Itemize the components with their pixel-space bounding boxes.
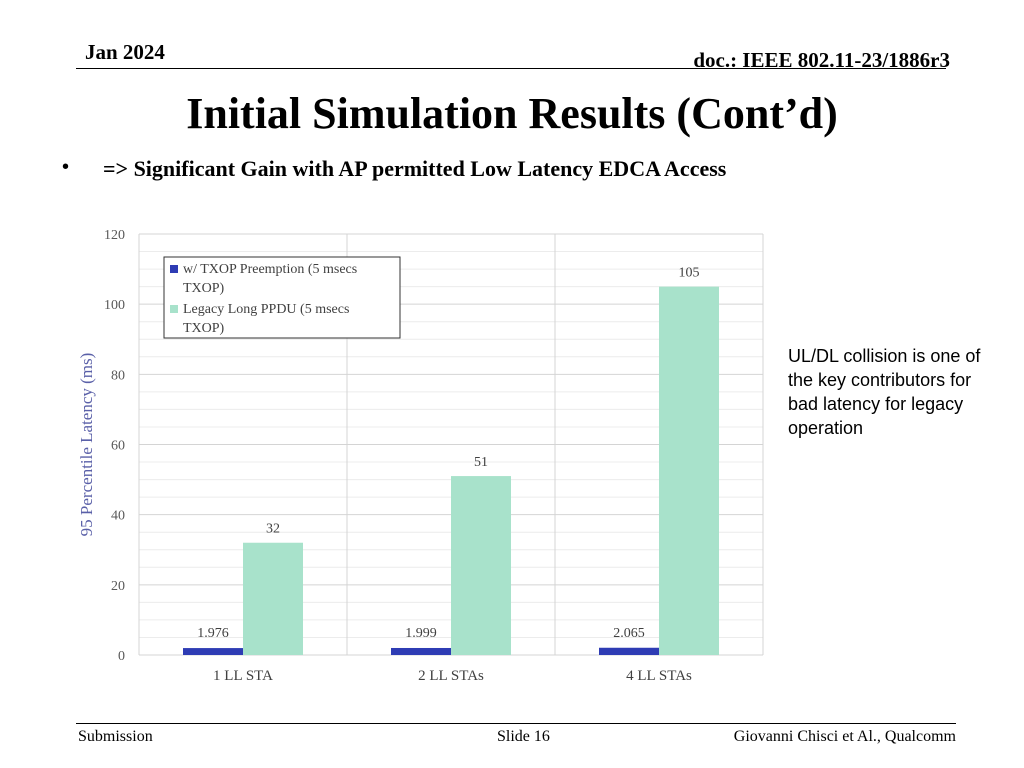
legend-entry-series-1: w/ TXOP Preemption (5 msecs [183,262,357,277]
bar-series-2 [243,542,303,655]
footer-slide-number: Slide 16 [497,728,550,745]
chart-legend: w/ TXOP Preemption (5 msecs TXOP) Legacy L… [163,256,401,339]
data-label: 1.999 [405,626,437,641]
chart-bars [183,286,719,655]
x-tick-label: 4 LL STAs [626,668,692,684]
bullet-text: => Significant Gain with AP permitted Lo… [103,156,727,181]
y-tick-label: 120 [104,228,125,243]
data-label: 32 [266,522,280,537]
legend-swatch-series-2 [170,305,178,313]
header-date: Jan 2024 [85,40,165,64]
bar-series-1 [391,647,451,655]
footer-submission: Submission [78,728,153,745]
y-tick-label: 60 [111,439,125,454]
bar-series-2 [451,476,511,655]
bar-series-1 [599,647,659,655]
data-label: 2.065 [613,626,645,641]
footer-author: Giovanni Chisci et Al., Qualcomm [733,728,956,745]
y-tick-label: 0 [118,649,125,664]
bar-series-1 [183,648,243,655]
footer-divider [76,723,956,724]
y-tick-label: 20 [111,579,125,594]
x-tick-label: 1 LL STA [213,668,273,684]
bullet-marker: • [62,156,70,178]
legend-box [163,256,401,339]
bar-series-2 [659,286,719,655]
chart-labels: 0 20 40 60 80 100 120 95 Percentile Latency (ms… [77,228,700,684]
y-tick-label: 80 [111,368,125,383]
annotation-text: UL/DL collision is one of the key contri… [788,346,981,438]
data-label: 1.976 [197,626,229,641]
slide-title: Initial Simulation Results (Cont’d) [186,89,838,138]
y-tick-label: 40 [111,509,125,524]
y-axis-title: 95 Percentile Latency (ms) [77,353,96,537]
data-label: 105 [679,266,700,281]
legend-entry-series-1: TXOP) [183,281,225,296]
legend-entry-series-2: TXOP) [183,321,225,336]
header-divider [76,68,946,69]
legend-swatch-series-1 [170,265,178,273]
x-tick-label: 2 LL STAs [418,668,484,684]
legend-entry-series-2: Legacy Long PPDU (5 msecs [183,302,349,317]
data-label: 51 [474,455,488,470]
y-tick-label: 100 [104,298,125,313]
